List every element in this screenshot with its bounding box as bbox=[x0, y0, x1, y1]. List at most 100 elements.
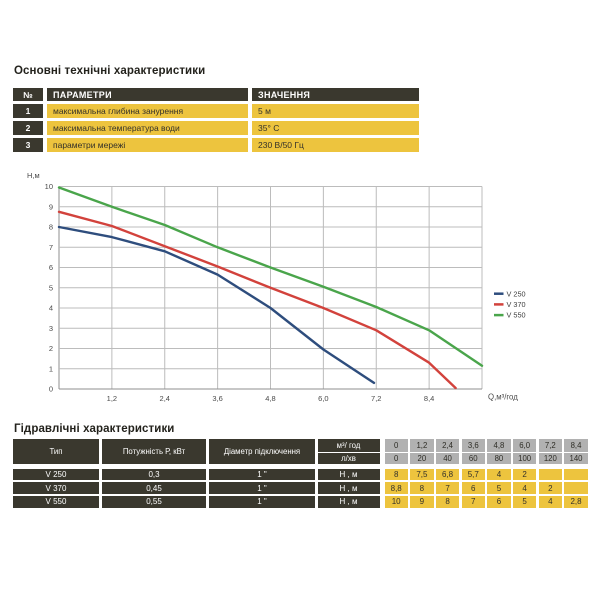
x-tick-label: 4,8 bbox=[265, 394, 275, 403]
row-param-label: Н , м bbox=[317, 468, 380, 480]
pump-diameter: 1 " bbox=[209, 496, 315, 508]
y-tick-label: 2 bbox=[49, 344, 53, 353]
tech-header-row: № ПАРАМЕТРИ ЗНАЧЕННЯ bbox=[13, 88, 419, 101]
tech-header-param: ПАРАМЕТРИ bbox=[47, 88, 248, 101]
flow-header-value: 40 bbox=[435, 453, 460, 464]
y-tick-label: 4 bbox=[49, 304, 53, 313]
tech-row-param: максимальна температура води bbox=[47, 121, 248, 135]
flow-header-value: 20 bbox=[410, 453, 434, 464]
y-tick-label: 7 bbox=[49, 243, 53, 252]
pump-power: 0,45 bbox=[102, 482, 206, 494]
tech-row-value: 5 м bbox=[252, 104, 419, 118]
head-value: 6 bbox=[487, 496, 511, 508]
head-value: 4 bbox=[487, 468, 511, 480]
x-tick-label: 6,0 bbox=[318, 394, 328, 403]
flow-header-value: 0 bbox=[384, 439, 408, 452]
tech-header-num: № bbox=[13, 88, 43, 101]
flow-header-value: 4,8 bbox=[487, 439, 511, 452]
tech-spec-row: 1 максимальна глибина занурення 5 м bbox=[13, 104, 419, 118]
pump-type: V 550 bbox=[13, 496, 99, 508]
head-value: 5 bbox=[487, 482, 511, 494]
hydraulic-col-header: Потужність Р, кВт bbox=[102, 439, 206, 464]
tech-row-value: 35° С bbox=[252, 121, 419, 135]
tech-row-param: параметри мережі bbox=[47, 138, 248, 152]
head-value: 7 bbox=[435, 482, 460, 494]
hydraulic-row: V 250 0,3 1 " Н , м 8 7,5 6,8 5,7 4 2 bbox=[13, 468, 588, 480]
hydraulic-header-row: Тип Потужність Р, кВт Діаметр підключення м… bbox=[13, 439, 588, 464]
x-tick-label: 2,4 bbox=[160, 394, 170, 403]
series-line-v-370 bbox=[57, 210, 457, 390]
tech-spec-row: 3 параметри мережі 230 В/50 Гц bbox=[13, 138, 419, 152]
hydraulic-col-header: Тип bbox=[13, 439, 99, 464]
flow-header-value: 6,0 bbox=[512, 439, 537, 452]
head-value: 8 bbox=[435, 496, 460, 508]
x-tick-label: 7,2 bbox=[371, 394, 381, 403]
series-line-v-250 bbox=[57, 225, 376, 385]
x-axis-title: Q,м³/год bbox=[488, 393, 518, 402]
y-tick-label: 9 bbox=[49, 202, 53, 211]
tech-row-param: максимальна глибина занурення bbox=[47, 104, 248, 118]
y-tick-label: 6 bbox=[49, 263, 53, 272]
y-tick-label: 0 bbox=[49, 385, 53, 394]
legend-label-v-370: V 370 bbox=[507, 300, 526, 309]
pump-type: V 370 bbox=[13, 482, 99, 494]
tech-specs-table: № ПАРАМЕТРИ ЗНАЧЕННЯ 1 максимальна глибина з… bbox=[13, 88, 419, 155]
head-value: 9 bbox=[410, 496, 434, 508]
flow-header-subrow: л/хв 0 20 40 60 80 100 120 140 bbox=[317, 453, 588, 464]
flow-header-value: 7,2 bbox=[538, 439, 563, 452]
series-line-v-550 bbox=[57, 186, 484, 367]
head-value bbox=[538, 468, 563, 480]
flow-header-value: 8,4 bbox=[564, 439, 588, 452]
legend-label-v-250: V 250 bbox=[507, 289, 526, 298]
flow-unit-label: л/хв bbox=[317, 453, 380, 464]
section-title-hydraulic: Гідравлічні характеристики bbox=[14, 423, 175, 435]
head-value: 6,8 bbox=[435, 468, 460, 480]
tech-header-value: ЗНАЧЕННЯ bbox=[252, 88, 419, 101]
pump-power: 0,55 bbox=[102, 496, 206, 508]
y-tick-label: 3 bbox=[49, 324, 53, 333]
y-tick-label: 5 bbox=[49, 283, 53, 292]
flow-header-value: 1,2 bbox=[410, 439, 434, 452]
tech-spec-row: 2 максимальна температура води 35° С bbox=[13, 121, 419, 135]
head-value: 2 bbox=[538, 482, 563, 494]
head-value: 4 bbox=[512, 482, 537, 494]
y-tick-label: 8 bbox=[49, 223, 53, 232]
hydraulic-row: V 370 0,45 1 " Н , м 8,8 8 7 6 5 4 2 bbox=[13, 482, 588, 494]
flow-header-value: 2,4 bbox=[435, 439, 460, 452]
flow-unit-label: м³/ год bbox=[317, 439, 380, 452]
row-param-label: Н , м bbox=[317, 496, 380, 508]
head-value: 7,5 bbox=[410, 468, 434, 480]
hydraulic-row: V 550 0,55 1 " Н , м 10 9 8 7 6 5 4 2,8 bbox=[13, 496, 588, 508]
head-value: 8 bbox=[410, 482, 434, 494]
head-value: 5,7 bbox=[461, 468, 485, 480]
y-tick-label: 1 bbox=[49, 364, 53, 373]
hydraulic-col-header: Діаметр підключення bbox=[209, 439, 315, 464]
head-value: 8 bbox=[384, 468, 408, 480]
tech-row-num: 3 bbox=[13, 138, 43, 152]
tech-row-num: 1 bbox=[13, 104, 43, 118]
head-value: 7 bbox=[461, 496, 485, 508]
flow-header-value: 140 bbox=[564, 453, 588, 464]
head-value: 5 bbox=[512, 496, 537, 508]
flow-header-value: 100 bbox=[512, 453, 537, 464]
head-value: 4 bbox=[538, 496, 563, 508]
flow-header-value: 3,6 bbox=[461, 439, 485, 452]
x-tick-label: 3,6 bbox=[212, 394, 222, 403]
x-tick-label: 8,4 bbox=[424, 394, 434, 403]
row-param-label: Н , м bbox=[317, 482, 380, 494]
section-title-technical: Основні технічні характеристики bbox=[14, 65, 206, 77]
head-value: 8,8 bbox=[384, 482, 408, 494]
tech-row-num: 2 bbox=[13, 121, 43, 135]
head-value: 6 bbox=[461, 482, 485, 494]
flow-header-value: 0 bbox=[384, 453, 408, 464]
head-value: 2,8 bbox=[564, 496, 588, 508]
flow-header-subrow: м³/ год 0 1,2 2,4 3,6 4,8 6,0 7,2 8,4 bbox=[317, 439, 588, 452]
pump-curves-chart: 0 1 2 3 4 5 6 7 8 9 10 1,2 2,4 3,6 4,8 6,0 7,2 8,4 Н,м Q,м³… bbox=[27, 171, 526, 403]
flow-header-value: 60 bbox=[461, 453, 485, 464]
head-value: 10 bbox=[384, 496, 408, 508]
hydraulic-table: Тип Потужність Р, кВт Діаметр підключення м… bbox=[13, 439, 588, 510]
head-value bbox=[564, 468, 588, 480]
head-value: 2 bbox=[512, 468, 537, 480]
pump-diameter: 1 " bbox=[209, 482, 315, 494]
